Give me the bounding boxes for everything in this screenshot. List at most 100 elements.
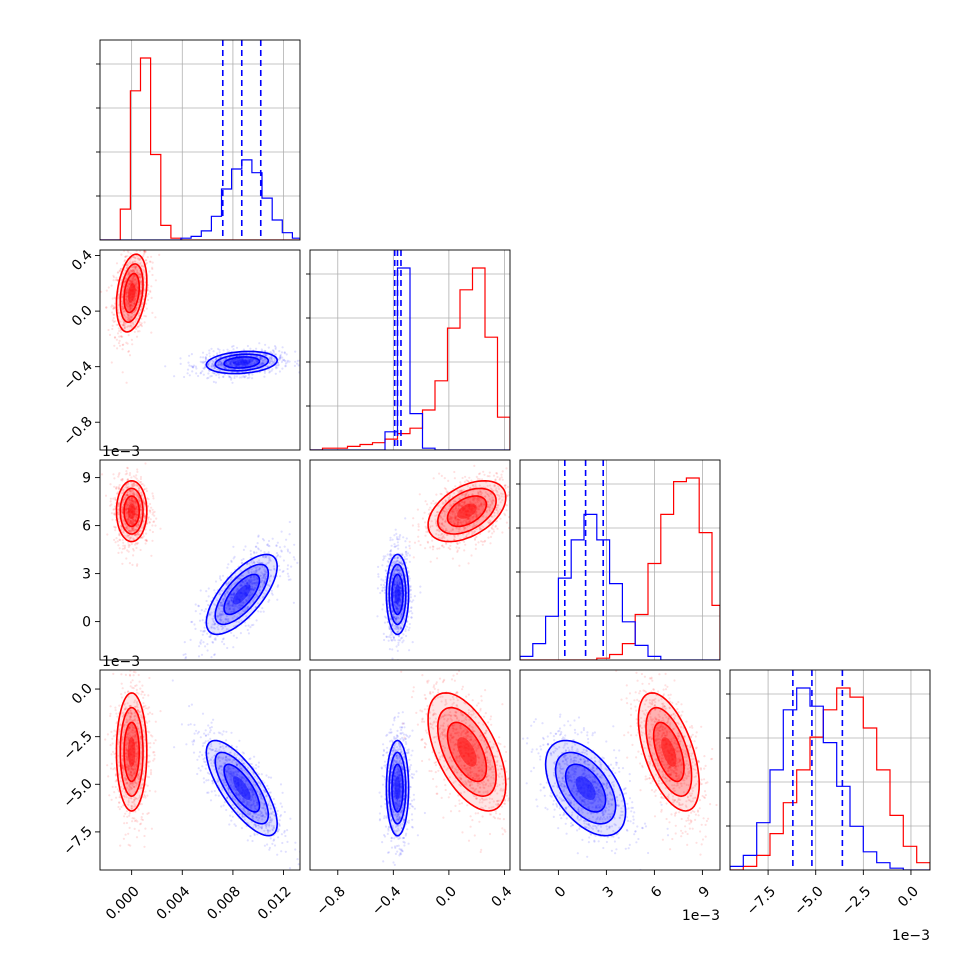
scatter-point: [127, 515, 131, 518]
scatter-point: [131, 286, 134, 289]
scatter-point: [144, 315, 148, 318]
scatter-point: [143, 514, 146, 517]
scatter-point: [252, 578, 255, 582]
scatter-point: [219, 593, 222, 596]
scatter-point: [510, 511, 512, 513]
scatter-point: [466, 513, 469, 516]
scatter-point: [264, 343, 267, 346]
scatter-point: [268, 357, 271, 360]
scatter-point: [398, 561, 401, 564]
scatter-point: [152, 511, 155, 514]
scatter-point: [213, 372, 216, 375]
scatter-point: [135, 250, 138, 253]
scatter-point: [125, 502, 128, 505]
scatter-point: [139, 508, 142, 511]
scatter-point: [129, 529, 133, 532]
scatter-point: [261, 537, 264, 541]
scatter-point: [489, 484, 492, 487]
scatter-point: [226, 591, 229, 595]
scatter-point: [241, 361, 245, 364]
scatter-point: [511, 499, 513, 501]
scatter-point: [249, 589, 252, 593]
scatter-point: [265, 571, 268, 574]
scatter-point: [221, 604, 224, 608]
scatter-point: [134, 508, 137, 511]
scatter-point: [245, 593, 248, 597]
scatter-point: [220, 601, 224, 604]
scatter-point: [490, 515, 493, 518]
scatter-point: [131, 283, 134, 287]
scatter-point: [398, 604, 401, 608]
scatter-point: [270, 569, 273, 572]
scatter-point: [131, 288, 135, 291]
scatter-point: [276, 554, 280, 557]
scatter-point: [222, 600, 225, 603]
scatter-point: [126, 284, 129, 287]
scatter-point: [137, 257, 140, 260]
scatter-point: [128, 286, 131, 289]
scatter-point: [475, 515, 478, 518]
scatter-point: [151, 266, 154, 269]
scatter-point: [138, 276, 142, 279]
scatter-point: [117, 294, 120, 297]
scatter-point: [259, 574, 262, 577]
scatter-point: [465, 533, 469, 536]
scatter-point: [113, 513, 116, 516]
scatter-point: [436, 511, 439, 514]
scatter-point: [495, 520, 498, 523]
scatter-point: [449, 548, 452, 551]
scatter-point: [131, 511, 134, 514]
scatter-point: [477, 541, 480, 544]
scatter-point: [491, 502, 494, 505]
scatter-point: [109, 500, 112, 503]
scatter-point: [123, 496, 126, 499]
scatter-point: [273, 345, 277, 348]
scatter-point: [127, 313, 130, 316]
scatter-point: [133, 330, 136, 333]
scatter-point: [258, 585, 262, 588]
scatter-point: [504, 486, 507, 490]
scatter-point: [184, 657, 187, 660]
scatter-point: [126, 486, 129, 489]
scatter-point: [226, 618, 229, 621]
scatter-point: [452, 521, 455, 524]
scatter-point: [109, 483, 112, 486]
scatter-point: [138, 499, 141, 503]
scatter-point: [396, 649, 399, 653]
scatter-point: [234, 604, 237, 607]
scatter-point: [122, 501, 125, 504]
scatter-point: [469, 503, 472, 507]
scatter-point: [256, 565, 259, 569]
scatter-point: [204, 366, 207, 369]
scatter-point: [137, 498, 141, 501]
scatter-point: [124, 497, 127, 501]
scatter-point: [437, 529, 440, 532]
scatter-point: [400, 627, 403, 630]
scatter-point: [248, 360, 251, 363]
scatter-point: [122, 343, 125, 346]
scatter-point: [246, 357, 249, 360]
scatter-point: [495, 508, 498, 512]
scatter-point: [430, 502, 433, 505]
scatter-point: [128, 544, 131, 547]
scatter-point: [394, 617, 397, 621]
contour-line: [427, 479, 507, 543]
scatter-point: [124, 255, 127, 258]
scatter-point: [219, 613, 222, 616]
scatter-point: [267, 600, 270, 603]
scatter-point: [125, 304, 128, 307]
scatter-point: [418, 493, 421, 496]
scatter-point: [129, 522, 132, 525]
scatter-point: [395, 544, 398, 548]
scatter-point: [128, 292, 131, 295]
scatter-point: [442, 509, 445, 513]
scatter-point: [144, 539, 147, 542]
scatter-point: [118, 344, 122, 347]
scatter-point: [146, 497, 149, 500]
scatter-point: [135, 327, 138, 331]
scatter-point: [252, 560, 255, 564]
scatter-point: [468, 518, 471, 521]
scatter-point: [477, 493, 480, 496]
scatter-point: [261, 585, 265, 588]
scatter-point: [138, 273, 141, 276]
